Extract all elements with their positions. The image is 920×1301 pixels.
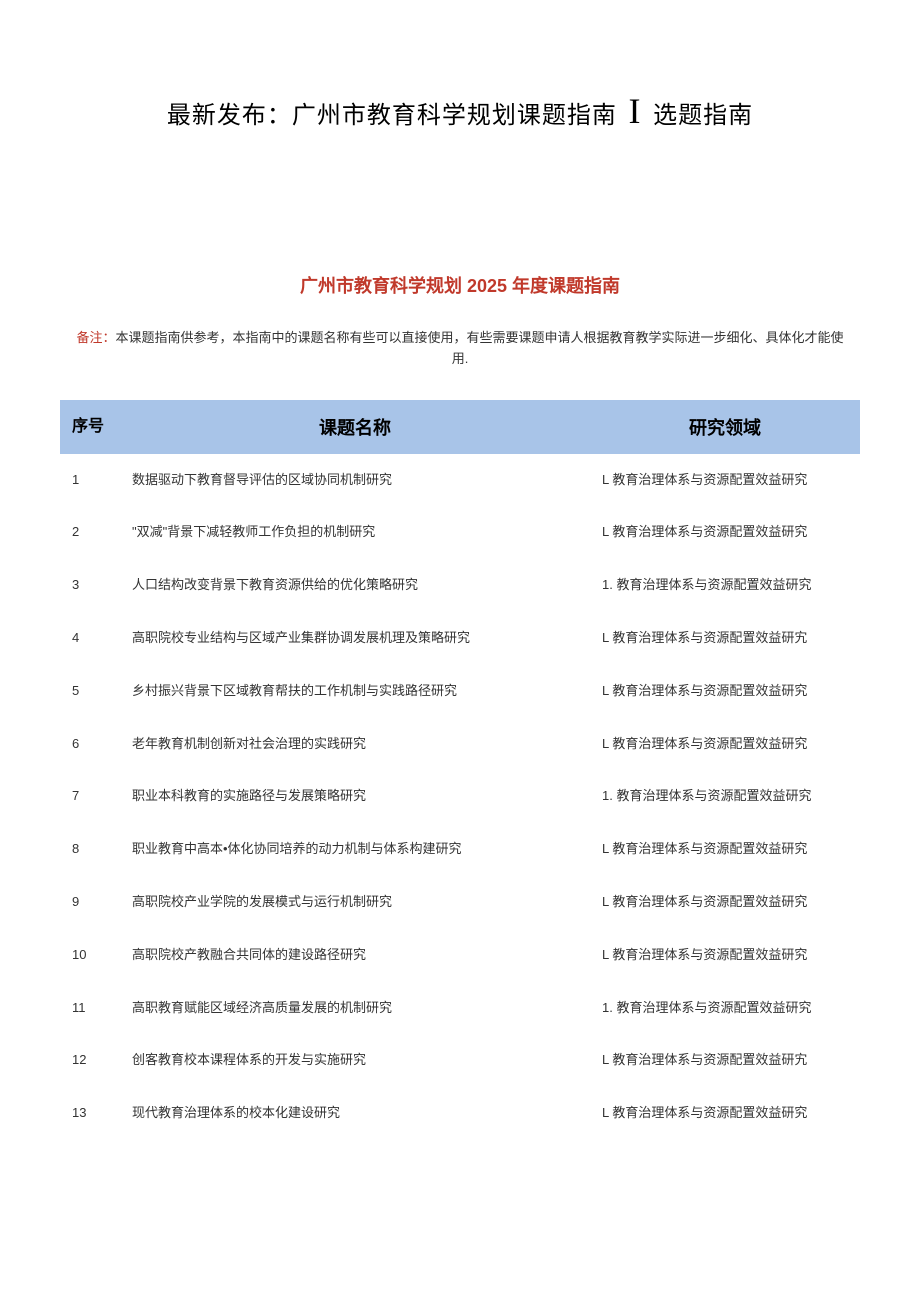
table-row: 1数据驱动下教育督导评估的区域协同机制研究L 教育治理体系与资源配置效益研究 xyxy=(60,454,860,507)
domain-cell: L 教育治理体系与资源配置效益研宄 xyxy=(590,1034,860,1087)
domain-cell: L 教育治理体系与资源配置效益研宄 xyxy=(590,612,860,665)
seq-cell: 6 xyxy=(60,718,120,771)
seq-cell: 10 xyxy=(60,929,120,982)
col-header-domain: 研究领域 xyxy=(590,400,860,454)
main-title: 最新发布：广州市教育科学规划课题指南 I 选题指南 xyxy=(60,90,860,132)
domain-cell: 1. 教育治理体系与资源配置效益研究 xyxy=(590,559,860,612)
table-header: 序号 课题名称 研究领域 xyxy=(60,400,860,454)
topic-table: 序号 课题名称 研究领域 1数据驱动下教育督导评估的区域协同机制研究L 教育治理… xyxy=(60,400,860,1140)
seq-cell: 3 xyxy=(60,559,120,612)
domain-cell: L 教育治理体系与资源配置效益研究 xyxy=(590,876,860,929)
seq-cell: 8 xyxy=(60,823,120,876)
table-row: 8职业教育中高本•体化协同培养的动力机制与体系构建研究L 教育治理体系与资源配置… xyxy=(60,823,860,876)
table-row: 10高职院校产教融合共同体的建设路径研究L 教育治理体系与资源配置效益研究 xyxy=(60,929,860,982)
table-row: 11高职教育赋能区域经济高质量发展的机制研究1. 教育治理体系与资源配置效益研究 xyxy=(60,982,860,1035)
name-cell: 高职教育赋能区域经济高质量发展的机制研究 xyxy=(120,982,590,1035)
table-row: 6老年教育机制创新对社会治理的实践研究L 教育治理体系与资源配置效益研究 xyxy=(60,718,860,771)
seq-cell: 7 xyxy=(60,770,120,823)
seq-cell: 9 xyxy=(60,876,120,929)
note-paragraph: 备注：本课题指南供参考，本指南中的课题名称有些可以直接使用，有些需要课题申请人根… xyxy=(60,328,860,370)
name-cell: 乡村振兴背景下区域教育帮扶的工作机制与实践路径研究 xyxy=(120,665,590,718)
table-row: 13现代教育治理体系的校本化建设研究L 教育治理体系与资源配置效益研究 xyxy=(60,1087,860,1140)
domain-cell: L 教育治理体系与资源配置效益研究 xyxy=(590,1087,860,1140)
domain-cell: L 教育治理体系与资源配置效益研究 xyxy=(590,823,860,876)
col-header-seq: 序号 xyxy=(60,400,120,454)
main-title-prefix: 最新发布：广州市教育科学规划课题指南 xyxy=(167,102,617,129)
table-row: 5乡村振兴背景下区域教育帮扶的工作机制与实践路径研究L 教育治理体系与资源配置效… xyxy=(60,665,860,718)
name-cell: 职业本科教育的实施路径与发展策略研究 xyxy=(120,770,590,823)
table-row: 12创客教育校本课程体系的开发与实施研究L 教育治理体系与资源配置效益研宄 xyxy=(60,1034,860,1087)
name-cell: 创客教育校本课程体系的开发与实施研究 xyxy=(120,1034,590,1087)
name-cell: 现代教育治理体系的校本化建设研究 xyxy=(120,1087,590,1140)
table-row: 4高职院校专业结构与区域产业集群协调发展机理及策略研究L 教育治理体系与资源配置… xyxy=(60,612,860,665)
document-page: 最新发布：广州市教育科学规划课题指南 I 选题指南 广州市教育科学规划 2025… xyxy=(0,0,920,1180)
col-header-name: 课题名称 xyxy=(120,400,590,454)
table-header-row: 序号 课题名称 研究领域 xyxy=(60,400,860,454)
seq-cell: 2 xyxy=(60,506,120,559)
table-row: 3人口结构改变背景下教育资源供给的优化策略研究1. 教育治理体系与资源配置效益研… xyxy=(60,559,860,612)
table-row: 7职业本科教育的实施路径与发展策略研究1. 教育治理体系与资源配置效益研究 xyxy=(60,770,860,823)
seq-cell: 11 xyxy=(60,982,120,1035)
note-label: 备注： xyxy=(76,330,115,345)
name-cell: 数据驱动下教育督导评估的区域协同机制研究 xyxy=(120,454,590,507)
name-cell: 老年教育机制创新对社会治理的实践研究 xyxy=(120,718,590,771)
main-title-separator: I xyxy=(629,91,642,131)
name-cell: "双减"背景下减轻教师工作负担的机制研究 xyxy=(120,506,590,559)
seq-cell: 13 xyxy=(60,1087,120,1140)
name-cell: 人口结构改变背景下教育资源供给的优化策略研究 xyxy=(120,559,590,612)
table-row: 9高职院校产业学院的发展模式与运行机制研究L 教育治理体系与资源配置效益研究 xyxy=(60,876,860,929)
domain-cell: L 教育治理体系与资源配置效益研究 xyxy=(590,506,860,559)
seq-cell: 1 xyxy=(60,454,120,507)
name-cell: 职业教育中高本•体化协同培养的动力机制与体系构建研究 xyxy=(120,823,590,876)
seq-cell: 4 xyxy=(60,612,120,665)
domain-cell: L 教育治理体系与资源配置效益研究 xyxy=(590,454,860,507)
table-row: 2"双减"背景下减轻教师工作负担的机制研究L 教育治理体系与资源配置效益研究 xyxy=(60,506,860,559)
seq-cell: 5 xyxy=(60,665,120,718)
domain-cell: 1. 教育治理体系与资源配置效益研究 xyxy=(590,982,860,1035)
note-text: 本课题指南供参考，本指南中的课题名称有些可以直接使用，有些需要课题申请人根据教育… xyxy=(116,330,844,366)
domain-cell: 1. 教育治理体系与资源配置效益研究 xyxy=(590,770,860,823)
sub-title: 广州市教育科学规划 2025 年度课题指南 xyxy=(60,272,860,298)
domain-cell: L 教育治理体系与资源配置效益研究 xyxy=(590,665,860,718)
name-cell: 高职院校专业结构与区域产业集群协调发展机理及策略研究 xyxy=(120,612,590,665)
main-title-suffix: 选题指南 xyxy=(653,102,753,129)
seq-cell: 12 xyxy=(60,1034,120,1087)
table-body: 1数据驱动下教育督导评估的区域协同机制研究L 教育治理体系与资源配置效益研究2"… xyxy=(60,454,860,1140)
domain-cell: L 教育治理体系与资源配置效益研究 xyxy=(590,718,860,771)
domain-cell: L 教育治理体系与资源配置效益研究 xyxy=(590,929,860,982)
name-cell: 高职院校产教融合共同体的建设路径研究 xyxy=(120,929,590,982)
name-cell: 高职院校产业学院的发展模式与运行机制研究 xyxy=(120,876,590,929)
